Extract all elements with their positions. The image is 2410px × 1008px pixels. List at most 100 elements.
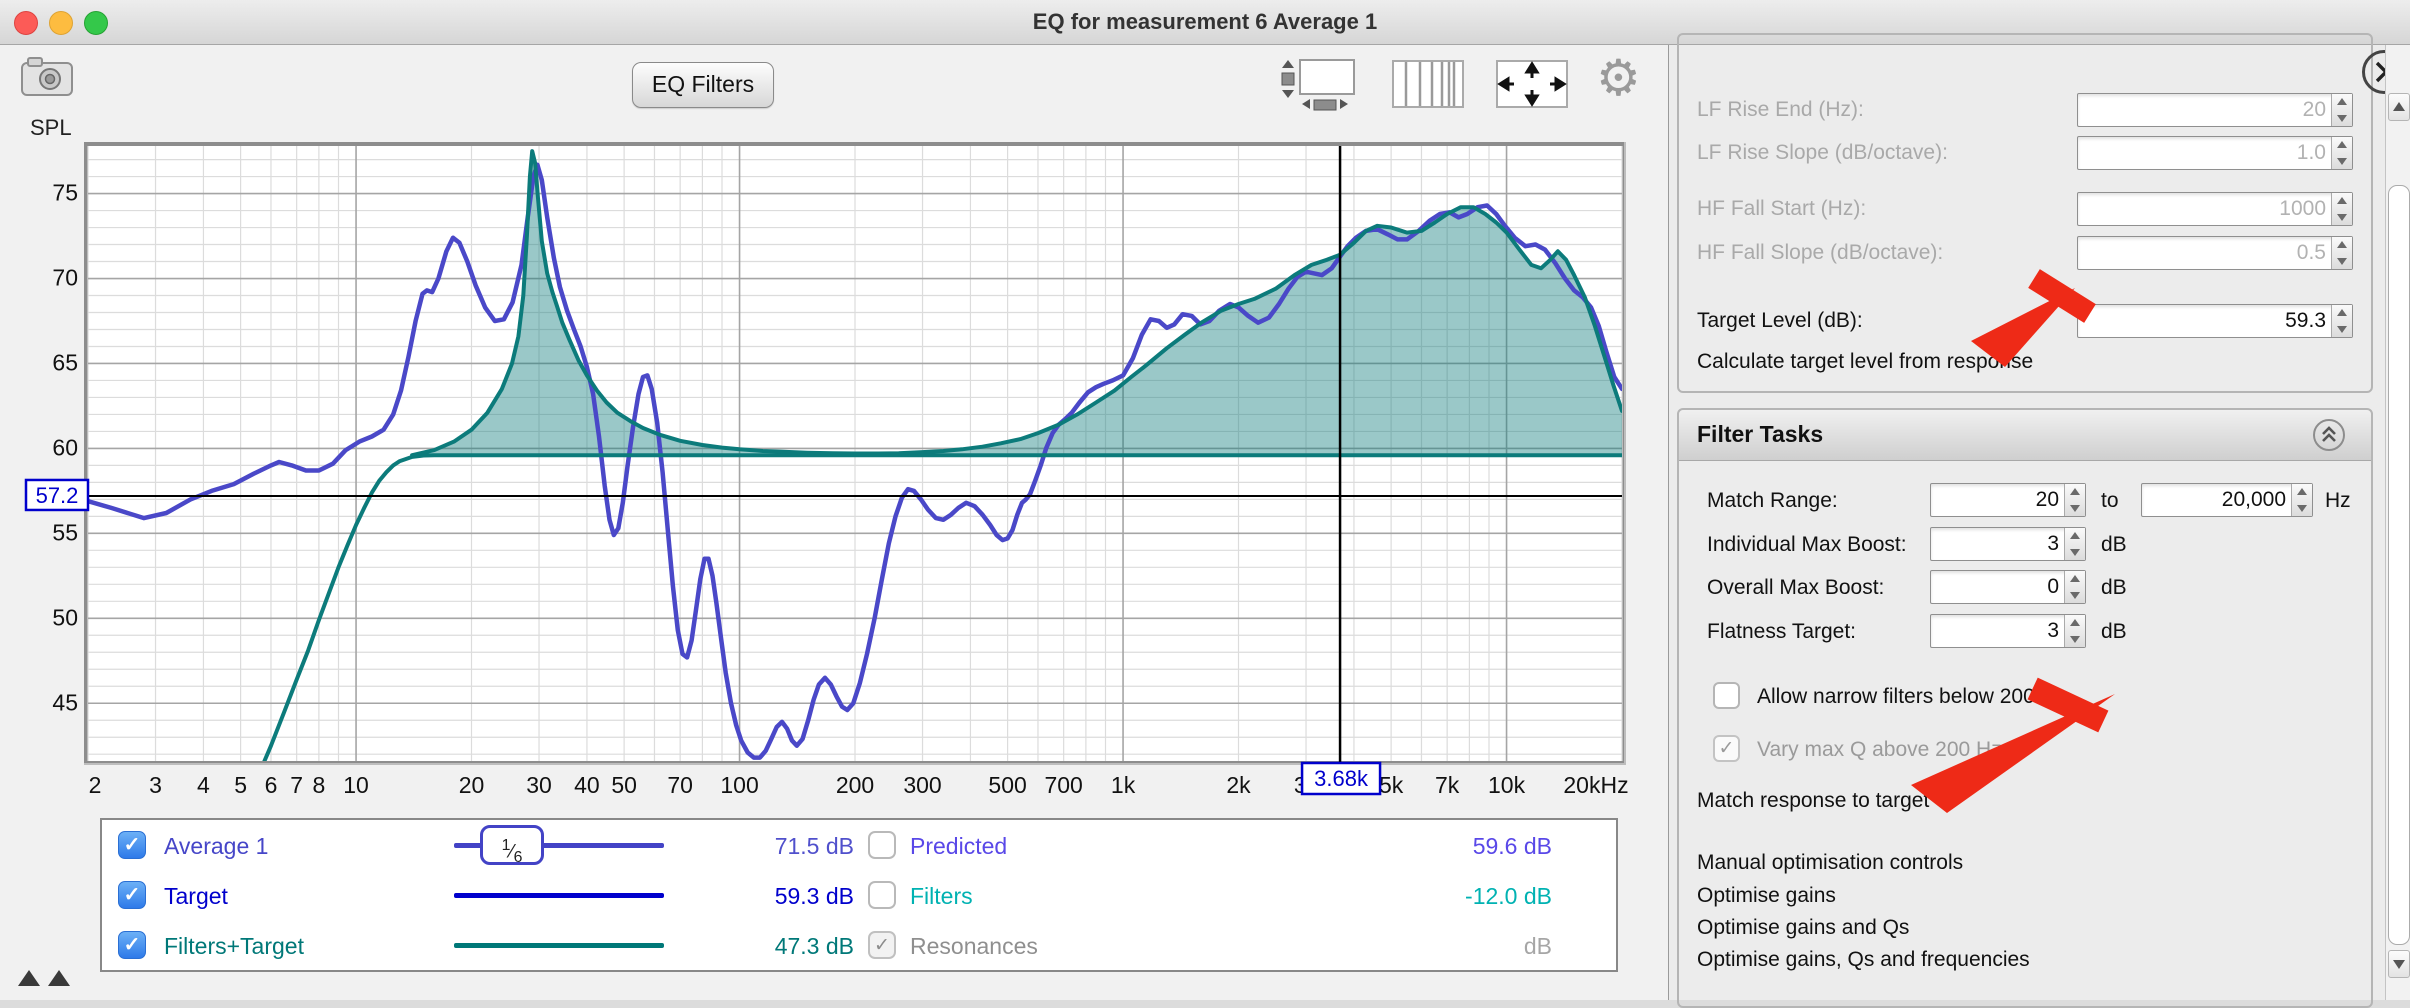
legend-label: Filters+Target <box>164 933 304 959</box>
x-tick-label: 7k <box>1435 772 1460 798</box>
hf-fall-start-field[interactable]: 1000 <box>2077 192 2353 226</box>
legend-label: Average 1 <box>164 833 269 859</box>
nav-triangle-icon[interactable] <box>48 970 70 986</box>
unit-label: dB <box>2101 533 2127 556</box>
eq-filters-button[interactable]: EQ Filters <box>632 62 774 108</box>
to-label: to <box>2101 489 2119 512</box>
filter-tasks-header: Filter Tasks <box>1679 410 2371 461</box>
legend-value: 59.6 dB <box>1472 833 1552 859</box>
field-value: 20 <box>2302 98 2326 121</box>
allow-narrow-filters-checkbox[interactable] <box>1713 682 1740 709</box>
spinner-control[interactable] <box>2064 528 2085 560</box>
lf-rise-end-field[interactable]: 20 <box>2077 93 2353 127</box>
nav-triangle-icon[interactable] <box>18 970 40 986</box>
spinner-control[interactable] <box>2331 94 2352 126</box>
spl-cursor-value: 57.2 <box>36 483 79 508</box>
average-visibility-checkbox[interactable]: ✓ <box>118 831 146 859</box>
field-value: 1.0 <box>2296 141 2326 164</box>
legend-value: 47.3 dB <box>774 933 854 959</box>
spinner-control[interactable] <box>2064 571 2085 603</box>
flatness-target-field[interactable]: 3 <box>1930 614 2086 648</box>
target-level-field[interactable]: 59.3 <box>2077 304 2353 338</box>
zoom-window-button[interactable] <box>84 11 108 35</box>
hf-fall-slope-field[interactable]: 0.5 <box>2077 236 2353 270</box>
spinner-control[interactable] <box>2291 484 2312 516</box>
x-tick-label: 2 <box>89 772 102 798</box>
scrollbar-thumb[interactable] <box>2388 185 2410 945</box>
x-tick-label: 10 <box>343 772 369 798</box>
legend-label: Target <box>164 883 228 909</box>
x-tick-label: 50 <box>611 772 637 798</box>
spinner-control[interactable] <box>2331 193 2352 225</box>
spinner-control[interactable] <box>2064 484 2085 516</box>
title-bar: EQ for measurement 6 Average 1 <box>0 0 2410 45</box>
filters-target-fill-area <box>412 151 1622 456</box>
predicted-visibility-checkbox[interactable] <box>868 831 896 859</box>
field-value: 20 <box>2035 488 2059 511</box>
optimise-gains-qs-freqs-link[interactable]: Optimise gains, Qs and frequencies <box>1697 948 2030 971</box>
x-tick-label: 3 <box>149 772 162 798</box>
field-label: Target Level (dB): <box>1697 309 1863 332</box>
x-tick-label: 700 <box>1044 772 1082 798</box>
legend-row-filters: Filters -12.0 dB <box>102 870 1616 920</box>
field-value: 3 <box>2047 619 2059 642</box>
spinner-control[interactable] <box>2331 305 2352 337</box>
target-settings-section <box>1677 33 2373 393</box>
x-tick-label: 20 <box>459 772 485 798</box>
spinner-control[interactable] <box>2331 237 2352 269</box>
close-window-button[interactable] <box>14 11 38 35</box>
x-tick-label: 200 <box>836 772 874 798</box>
filter-tasks-title: Filter Tasks <box>1697 421 1824 447</box>
field-label: HF Fall Start (Hz): <box>1697 197 1867 220</box>
calculate-target-level-link[interactable]: Calculate target level from response <box>1697 350 2034 373</box>
vary-max-q-checkbox[interactable]: ✓ <box>1713 735 1740 762</box>
graph-pane: SPL EQ Filters <box>0 45 1668 1000</box>
graph-settings-gear-icon[interactable]: ⚙ <box>1596 50 1641 106</box>
y-axis-title: SPL <box>30 115 72 140</box>
legend-value: 59.3 dB <box>774 883 854 909</box>
graph-nav-arrows[interactable] <box>18 970 78 991</box>
lf-rise-slope-field[interactable]: 1.0 <box>2077 136 2353 170</box>
scroll-down-icon[interactable] <box>2388 950 2410 978</box>
target-visibility-checkbox[interactable]: ✓ <box>118 881 146 909</box>
optimise-gains-qs-link[interactable]: Optimise gains and Qs <box>1697 916 1910 939</box>
x-tick-label: 300 <box>903 772 941 798</box>
minimize-window-button[interactable] <box>49 11 73 35</box>
legend-label: Resonances <box>910 933 1038 959</box>
collapse-section-icon[interactable] <box>2313 419 2345 451</box>
match-range-from-field[interactable]: 20 <box>1930 483 2086 517</box>
freq-cursor-readout <box>1300 761 1382 796</box>
x-tick-label: 1k <box>1111 772 1136 798</box>
scroll-up-icon[interactable] <box>2388 93 2410 121</box>
resonances-visibility-checkbox[interactable]: ✓ <box>868 931 896 959</box>
checkbox-label: Allow narrow filters below 200 Hz <box>1757 685 2067 708</box>
frequency-divisions-icon[interactable] <box>1392 60 1464 108</box>
target-line-sample <box>454 893 664 898</box>
filters-target-visibility-checkbox[interactable]: ✓ <box>118 931 146 959</box>
field-value: 1000 <box>2279 197 2326 220</box>
match-response-to-target-link[interactable]: Match response to target <box>1697 789 1930 812</box>
y-tick-label: 70 <box>52 265 78 291</box>
filters-visibility-checkbox[interactable] <box>868 881 896 909</box>
freq-cursor-value: 3.68k <box>1314 766 1369 791</box>
match-range-to-field[interactable]: 20,000 <box>2141 483 2313 517</box>
pan-zoom-icon[interactable] <box>1496 60 1568 108</box>
individual-max-boost-field[interactable]: 3 <box>1930 527 2086 561</box>
capture-graph-icon[interactable] <box>20 53 76 99</box>
unit-label: dB <box>2101 620 2127 643</box>
legend-row-average: ✓ Average 1 1⁄6 71.5 dB <box>102 820 1616 870</box>
optimise-gains-link[interactable]: Optimise gains <box>1697 884 1836 907</box>
y-tick-label: 50 <box>52 604 78 630</box>
overall-max-boost-field[interactable]: 0 <box>1930 570 2086 604</box>
spinner-control[interactable] <box>2331 137 2352 169</box>
panel-scrollbar[interactable] <box>2385 45 2410 1000</box>
x-tick-label: 500 <box>988 772 1026 798</box>
field-label: Flatness Target: <box>1707 620 1857 643</box>
smoothing-control[interactable]: 1⁄6 <box>480 825 544 866</box>
spinner-control[interactable] <box>2064 615 2085 647</box>
graph-limits-icon[interactable] <box>1278 58 1364 114</box>
manual-optimisation-link[interactable]: Manual optimisation controls <box>1697 851 1964 874</box>
legend-value: -12.0 dB <box>1465 883 1552 909</box>
